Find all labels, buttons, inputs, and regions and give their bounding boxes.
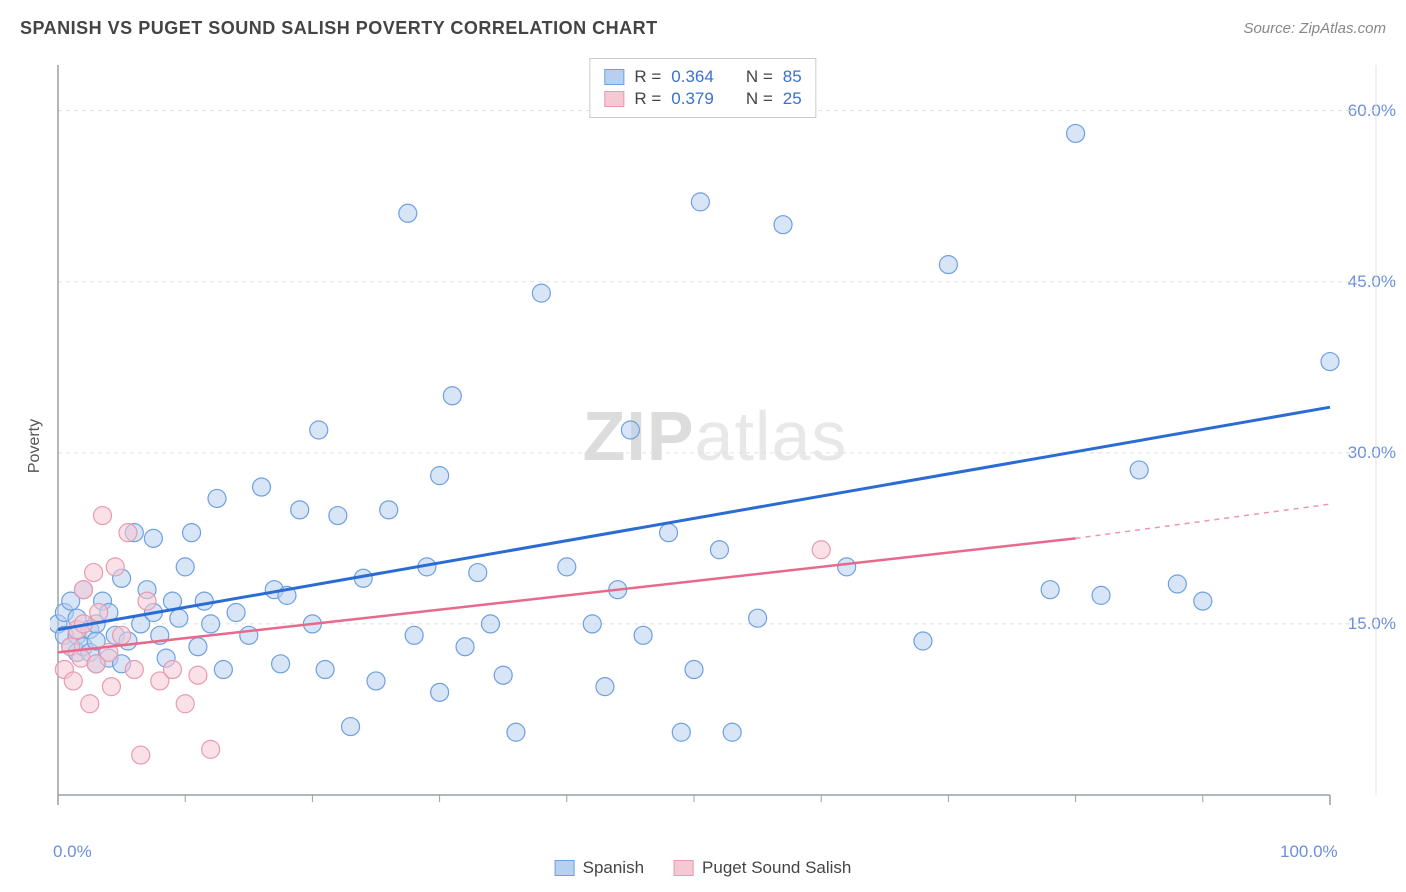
legend-label: Puget Sound Salish [702, 858, 851, 878]
chart-header: SPANISH VS PUGET SOUND SALISH POVERTY CO… [20, 18, 1386, 39]
plot-area: ZIPatlas [50, 55, 1380, 825]
swatch-salish [674, 860, 694, 876]
r-value: 0.379 [671, 89, 714, 109]
legend-row-spanish: R = 0.364 N = 85 [604, 67, 801, 87]
swatch-salish [604, 91, 624, 107]
series-legend: Spanish Puget Sound Salish [555, 858, 852, 878]
r-value: 0.364 [671, 67, 714, 87]
n-label: N = [746, 67, 773, 87]
legend-label: Spanish [583, 858, 644, 878]
correlation-legend: R = 0.364 N = 85 R = 0.379 N = 25 [589, 58, 816, 118]
source-label: Source: ZipAtlas.com [1243, 20, 1386, 37]
r-label: R = [634, 67, 661, 87]
n-value: 25 [783, 89, 802, 109]
scatter-chart [50, 55, 1380, 825]
x-tick-label: 0.0% [53, 842, 92, 862]
swatch-spanish [604, 69, 624, 85]
legend-item-spanish: Spanish [555, 858, 644, 878]
x-tick-label: 100.0% [1280, 842, 1338, 862]
n-label: N = [746, 89, 773, 109]
chart-title: SPANISH VS PUGET SOUND SALISH POVERTY CO… [20, 18, 658, 39]
legend-item-salish: Puget Sound Salish [674, 858, 851, 878]
legend-row-salish: R = 0.379 N = 25 [604, 89, 801, 109]
r-label: R = [634, 89, 661, 109]
n-value: 85 [783, 67, 802, 87]
y-axis-label: Poverty [26, 419, 44, 473]
swatch-spanish [555, 860, 575, 876]
